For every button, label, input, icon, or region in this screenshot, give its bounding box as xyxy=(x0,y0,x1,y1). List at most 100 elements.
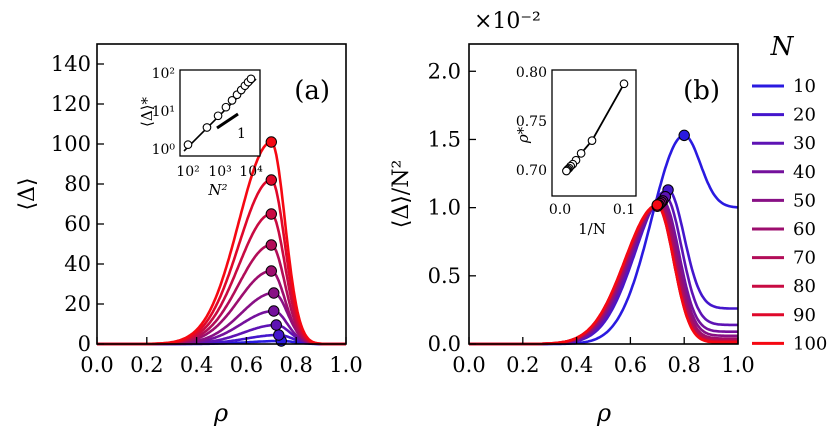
panel-b-inset-point xyxy=(619,79,629,89)
panel-a-series-N90 xyxy=(97,178,346,346)
panel-b-ytick-label: 0.0 xyxy=(428,332,461,356)
legend-label-N50: 50 xyxy=(793,190,816,211)
panel-b-inset-point xyxy=(562,166,571,176)
panel-a-inset-slope-label: 1 xyxy=(237,126,246,142)
panel-a-inset-point xyxy=(221,102,231,112)
panel-b-xtick-label: 0.6 xyxy=(614,353,647,377)
panel-b-peak-N10 xyxy=(678,129,690,142)
panel-a-peak-N20 xyxy=(273,329,285,341)
panel-b-inset-xtick-1: 0.1 xyxy=(613,202,635,218)
panel-a-xtick-label: 0.8 xyxy=(279,353,312,377)
panel-a-inset-points xyxy=(183,74,256,150)
panel-a-inset-xtick-2: 10⁴ xyxy=(239,164,263,180)
legend: N 10 20 30 40 50 60 70 80 90 100 xyxy=(752,32,827,354)
panel-a-x-ticks: 0.0 0.2 0.4 0.6 0.8 1.0 xyxy=(80,337,363,377)
panel-a-x-label: ρ xyxy=(213,399,228,427)
panel-a-y-label: ⟨Δ⟩ xyxy=(15,177,40,210)
panel-a-inset-point xyxy=(246,74,256,84)
panel-b-inset: 0.80 0.75 0.70 0.0 0.1 1/N ρ* xyxy=(514,65,637,238)
panel-a-y-ticks: 0 20 40 60 80 100 120 140 xyxy=(51,52,104,356)
panel-a-inset-point xyxy=(227,96,237,105)
panel-a-xtick-label: 0.6 xyxy=(230,353,263,377)
legend-label-N60: 60 xyxy=(793,219,816,240)
panel-a-ytick-label: 0 xyxy=(78,332,91,356)
legend-label-N10: 10 xyxy=(793,76,816,97)
legend-entries: 10 20 30 40 50 60 70 80 90 100 xyxy=(752,76,827,354)
panel-a-ytick-label: 20 xyxy=(64,292,91,316)
panel-a-peak-N40 xyxy=(268,305,280,317)
panel-b-y-ticks: 0.0 0.5 1.0 1.5 2.0 xyxy=(428,59,476,356)
panel-b-inset-xtick-0: 0.0 xyxy=(549,202,571,218)
legend-label-N100: 100 xyxy=(793,333,827,354)
panel-a-peak-N70 xyxy=(265,239,277,251)
panel-a-frame xyxy=(96,43,347,345)
panel-a-peak-N50 xyxy=(268,287,280,299)
panel-b-ytick-label: 1.5 xyxy=(428,127,461,151)
panel-b-inset-ytick-2: 0.80 xyxy=(516,65,547,81)
legend-label-N90: 90 xyxy=(793,305,816,326)
panel-b-inset-x-label: 1/N xyxy=(578,220,606,238)
panel-a-inset-slope-marker xyxy=(216,112,239,130)
panel-a-peak-N30 xyxy=(270,319,282,331)
panel-b-xtick-label: 0.4 xyxy=(560,353,593,377)
panel-b-ytick-label: 2.0 xyxy=(428,59,461,83)
panel-a-inset-ytick-0: 10⁰ xyxy=(152,142,176,158)
panel-b: 0.0 0.2 0.4 0.6 0.8 1.0 0.0 0.5 1.0 1.5 2.0 ρ ⟨Δ⟩… xyxy=(389,9,755,427)
panel-b-xtick-label: 0.2 xyxy=(506,353,539,377)
panel-a-ytick-label: 140 xyxy=(51,52,91,76)
panel-b-x-ticks: 0.0 0.2 0.4 0.6 0.8 1.0 xyxy=(452,337,755,377)
panel-b-frame xyxy=(468,43,739,345)
legend-label-N80: 80 xyxy=(793,276,816,297)
panel-a-xtick-label: 0.4 xyxy=(180,353,213,377)
panel-a-peak-N100 xyxy=(265,136,277,148)
panel-b-inset-point xyxy=(587,136,597,145)
panel-b-x-label: ρ xyxy=(596,399,611,427)
panel-a-xtick-label: 0.0 xyxy=(80,353,113,377)
panel-b-y-label: ⟨Δ⟩/N² xyxy=(389,160,414,229)
panel-a-ytick-label: 100 xyxy=(51,132,91,156)
panel-a-xtick-label: 0.2 xyxy=(130,353,163,377)
panel-b-multiplier: ×10⁻² xyxy=(474,9,541,34)
panel-b-inset-ytick-1: 0.75 xyxy=(516,114,547,130)
panel-a-inset-ytick-1: 10¹ xyxy=(152,104,175,120)
panel-a-inset-point xyxy=(213,111,223,121)
panel-a-peak-N60 xyxy=(265,265,277,277)
panel-b-inset-y-label: ρ* xyxy=(514,126,532,144)
panel-a-peak-N90 xyxy=(265,174,277,186)
panel-a-inset-xtick-1: 10³ xyxy=(208,164,231,180)
panel-b-peak-N100 xyxy=(651,199,663,211)
panel-a-ytick-label: 40 xyxy=(64,252,91,276)
panel-a-xtick-label: 1.0 xyxy=(329,353,362,377)
panel-a-ytick-label: 120 xyxy=(51,92,91,116)
panel-a-inset: 1 10² 10¹ 10⁰ 10² 10³ 10⁴ N² ⟨Δ⟩* xyxy=(138,66,263,199)
panel-a-inset-point xyxy=(183,140,193,150)
panel-b-inset-ytick-0: 0.70 xyxy=(516,163,547,179)
legend-label-N40: 40 xyxy=(793,162,816,183)
panel-b-label: (b) xyxy=(683,76,720,106)
panel-b-peak-points xyxy=(651,129,690,212)
panel-b-xtick-label: 1.0 xyxy=(721,353,754,377)
panel-b-inset-frame xyxy=(551,69,637,197)
panel-b-xtick-label: 0.8 xyxy=(667,353,700,377)
panel-b-inset-points xyxy=(562,79,629,176)
legend-label-N20: 20 xyxy=(793,105,816,126)
legend-label-N70: 70 xyxy=(793,248,816,269)
panel-a-inset-point xyxy=(202,123,212,132)
panel-a-inset-x-label: N² xyxy=(207,181,227,199)
panel-a-inset-y-label: ⟨Δ⟩* xyxy=(138,96,156,127)
panel-b-series-N30 xyxy=(469,195,738,346)
panel-a-ytick-label: 60 xyxy=(64,212,91,236)
panel-a-inset-xtick-0: 10² xyxy=(176,164,199,180)
legend-label-N30: 30 xyxy=(793,133,816,154)
panel-a-peak-N80 xyxy=(265,208,277,220)
panel-a-inset-ytick-2: 10² xyxy=(152,66,175,82)
legend-title: N xyxy=(770,32,795,62)
panel-a-label: (a) xyxy=(294,76,330,106)
panel-a-ytick-label: 80 xyxy=(64,172,91,196)
panel-b-inset-point xyxy=(576,149,586,158)
panel-b-ytick-label: 0.5 xyxy=(428,264,461,288)
panel-b-ytick-label: 1.0 xyxy=(428,196,461,220)
panel-b-xtick-label: 0.0 xyxy=(452,353,485,377)
